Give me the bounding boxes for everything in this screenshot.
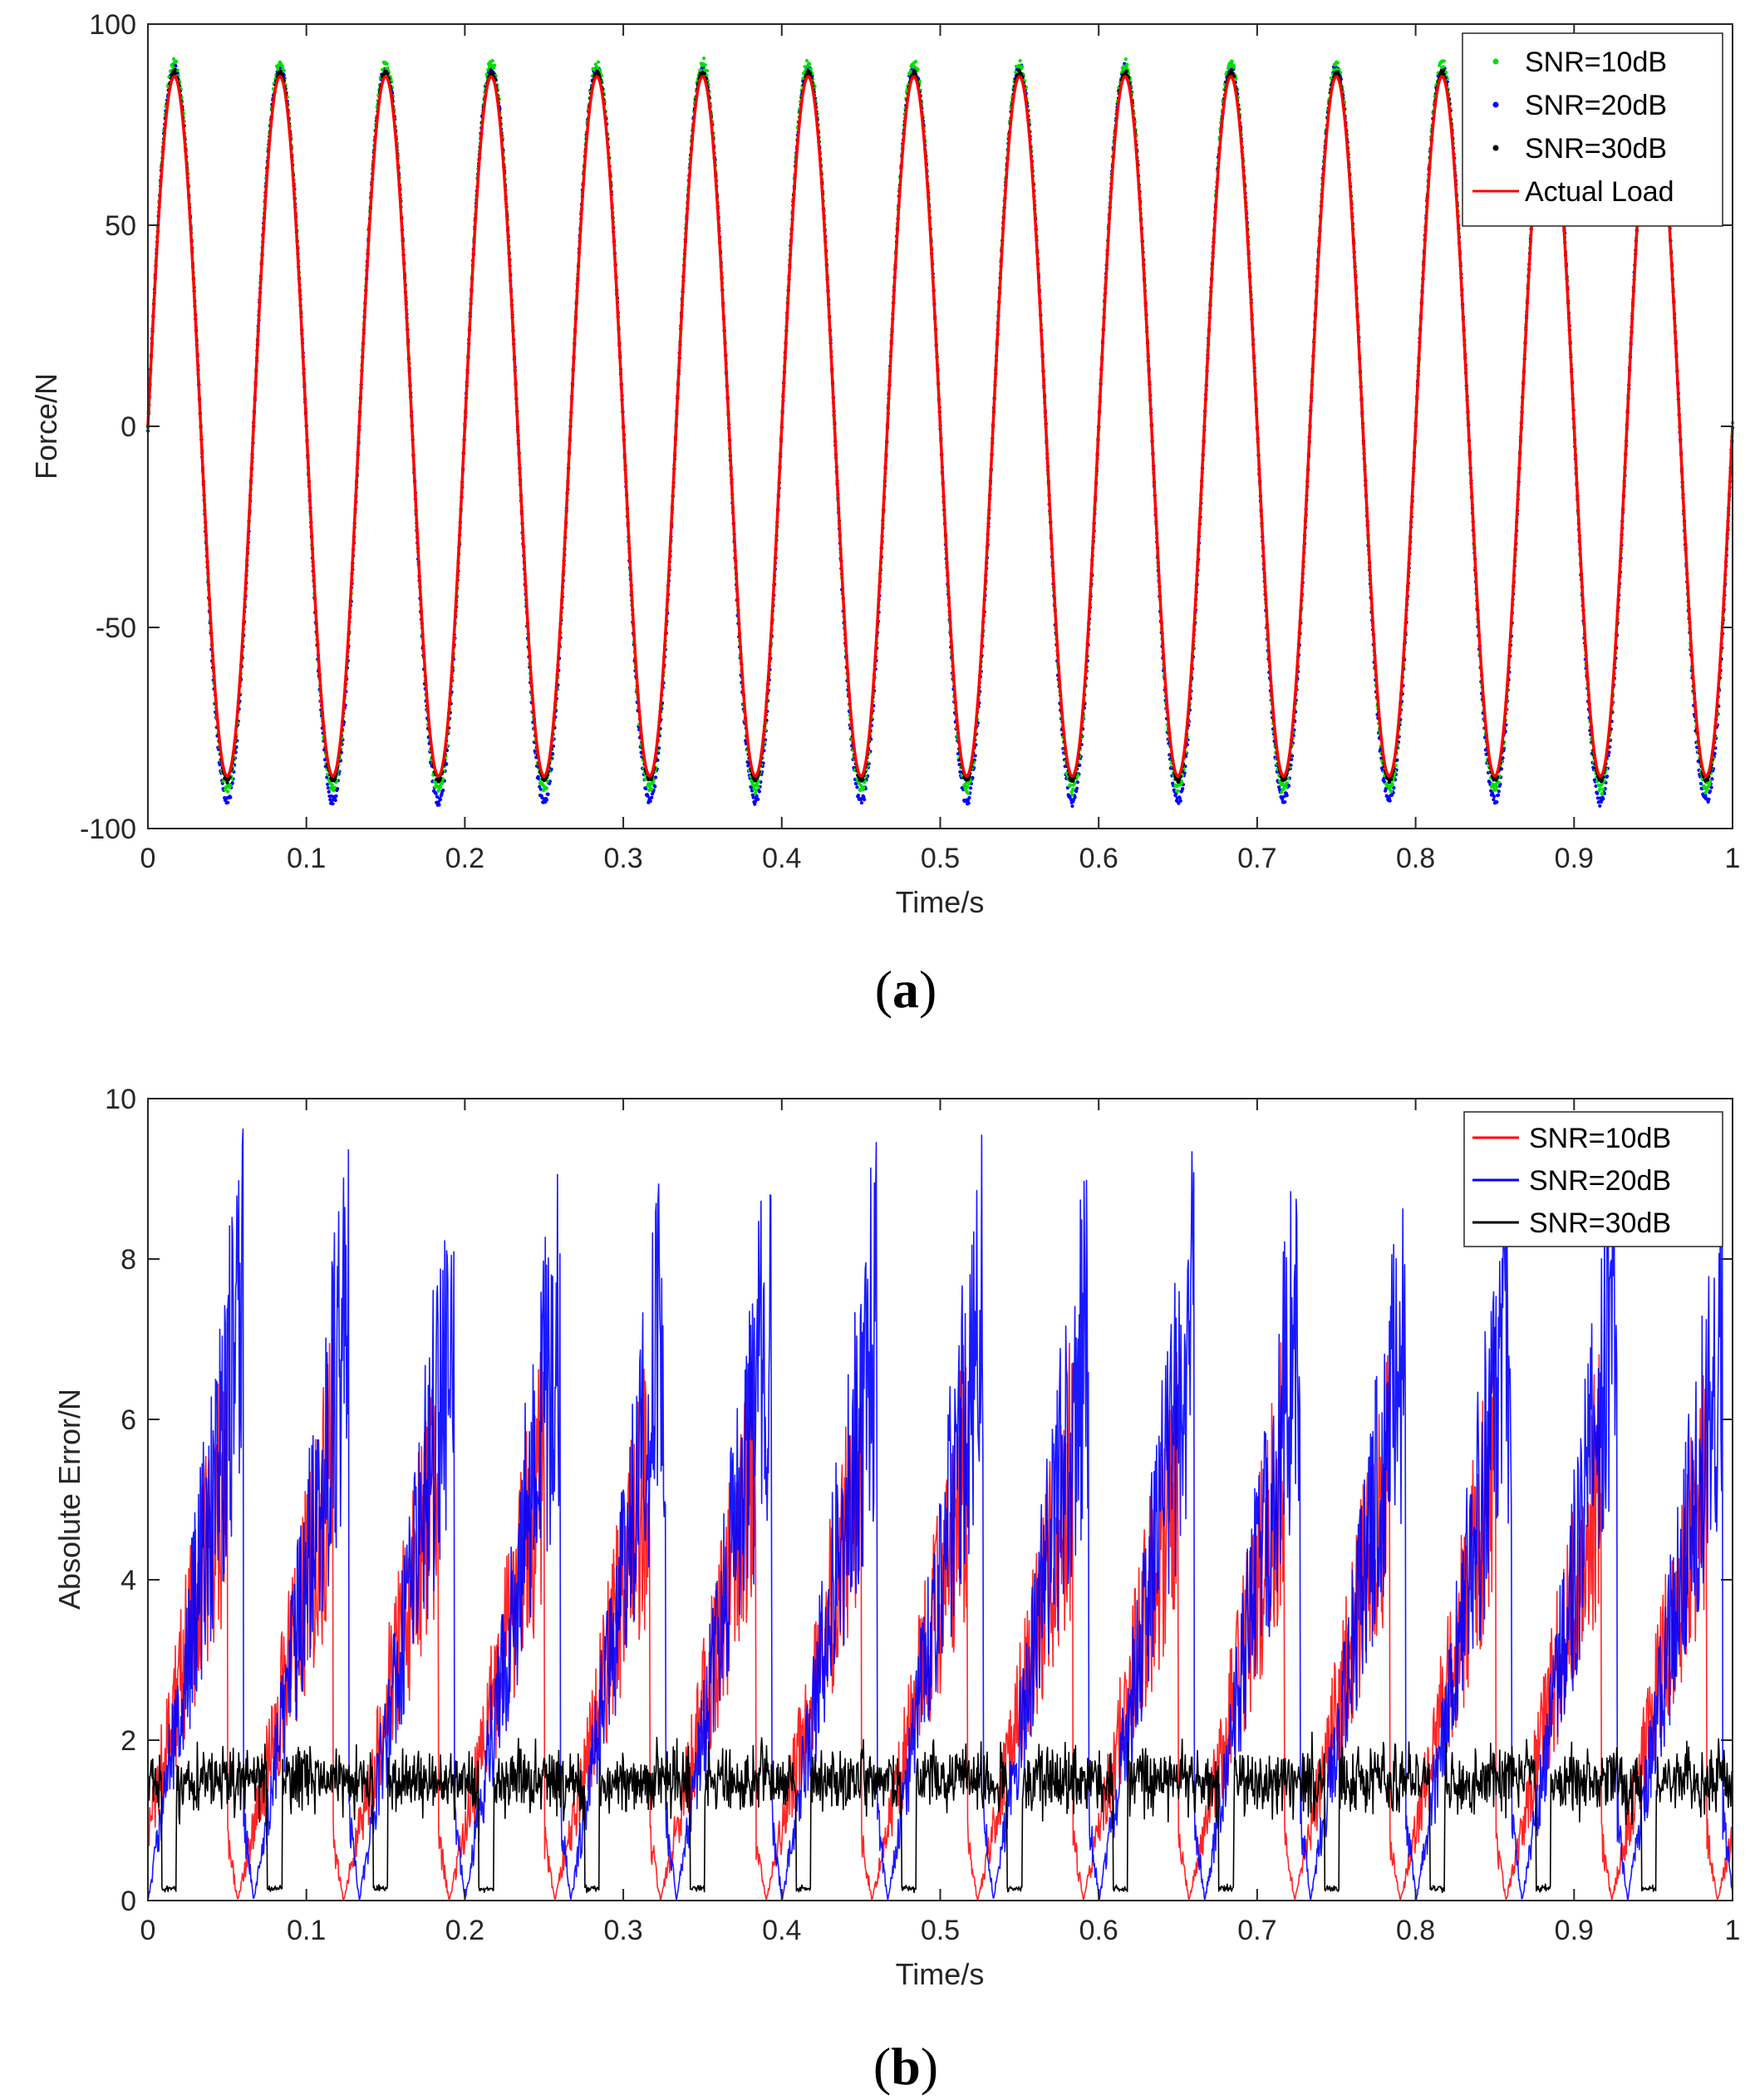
caption-b-close: ) <box>921 2037 938 2096</box>
force-legend-entry: SNR=10dB <box>1492 47 1667 78</box>
caption-a: (a) <box>875 960 937 1019</box>
error-y-tick-label: 4 <box>120 1565 136 1596</box>
caption-b: (b) <box>873 2037 938 2096</box>
force-x-tick-labels: 0 0.1 0.2 0.3 0.4 0.5 0.6 0.7 0.8 0.9 1 <box>140 843 1741 874</box>
force-x-tick-label: 0 <box>140 843 156 874</box>
caption-a-open: ( <box>875 960 892 1019</box>
force-y-tick-label: -100 <box>80 814 136 845</box>
chart-force: 0 0.1 0.2 0.3 0.4 0.5 0.6 0.7 0.8 0.9 1 … <box>29 9 1740 1019</box>
error-series-snr-20db <box>147 1128 1733 1901</box>
error-x-tick-label: 0.6 <box>1079 1915 1118 1946</box>
error-legend-label: SNR=10dB <box>1529 1123 1671 1154</box>
caption-b-open: ( <box>873 2037 891 2096</box>
force-legend-box <box>1462 32 1723 227</box>
error-legend: SNR=10dB SNR=20dB SNR=30dB <box>1463 1111 1723 1247</box>
force-x-tick-label: 0.2 <box>445 843 484 874</box>
force-y-tick-label: -50 <box>96 612 136 644</box>
force-x-axis-label: Time/s <box>896 885 985 919</box>
force-legend-label: Actual Load <box>1525 176 1674 208</box>
error-y-tick-label: 6 <box>120 1404 136 1436</box>
force-legend-label: SNR=20dB <box>1525 90 1667 121</box>
legend-marker-snr30-dot <box>1492 145 1499 151</box>
error-x-tick-label: 0.5 <box>921 1915 960 1946</box>
error-y-tick-label: 8 <box>120 1244 136 1276</box>
legend-marker-snr10-dot <box>1492 58 1499 65</box>
force-legend: SNR=10dB SNR=20dB SNR=30dB Actual Load <box>1462 32 1723 227</box>
force-axis-ticks <box>147 23 1733 829</box>
error-legend-entry: SNR=10dB <box>1472 1123 1671 1154</box>
force-y-tick-label: 0 <box>120 411 136 443</box>
force-series-actual-load <box>146 75 1734 778</box>
error-x-tick-label: 1 <box>1725 1915 1741 1946</box>
error-series-group <box>147 1128 1733 1901</box>
force-legend-entry: SNR=30dB <box>1492 133 1667 165</box>
force-x-tick-label: 0.4 <box>762 843 801 874</box>
error-y-tick-label: 10 <box>105 1084 136 1115</box>
error-x-tick-label: 0.4 <box>762 1915 801 1946</box>
error-x-tick-label: 0.2 <box>445 1915 484 1946</box>
force-x-tick-label: 0.7 <box>1237 843 1276 874</box>
force-legend-entry: SNR=20dB <box>1492 90 1667 121</box>
error-legend-label: SNR=30dB <box>1529 1207 1671 1239</box>
error-x-tick-label: 0.8 <box>1396 1915 1435 1946</box>
error-legend-label: SNR=20dB <box>1529 1165 1671 1197</box>
caption-b-letter: b <box>891 2037 921 2096</box>
error-x-tick-label: 0.7 <box>1237 1915 1276 1946</box>
error-y-axis-label: Absolute Error/N <box>52 1389 86 1610</box>
error-x-tick-label: 0 <box>140 1915 156 1946</box>
chart-absolute-error: 0 0.1 0.2 0.3 0.4 0.5 0.6 0.7 0.8 0.9 1 … <box>52 1084 1740 2096</box>
force-x-tick-label: 1 <box>1725 843 1741 874</box>
force-legend-label: SNR=10dB <box>1525 47 1667 78</box>
caption-a-letter: a <box>892 960 919 1019</box>
force-x-tick-label: 0.8 <box>1396 843 1435 874</box>
force-x-tick-label: 0.3 <box>603 843 642 874</box>
error-axis-ticks <box>147 1098 1733 1901</box>
legend-marker-snr20-dot <box>1492 101 1499 108</box>
error-x-axis-label: Time/s <box>896 1957 985 1991</box>
force-y-tick-labels: -100 -50 0 50 100 <box>80 9 136 845</box>
error-legend-entry: SNR=20dB <box>1472 1165 1671 1197</box>
caption-a-close: ) <box>919 960 936 1019</box>
force-y-tick-label: 50 <box>105 210 136 242</box>
error-x-tick-label: 0.9 <box>1555 1915 1594 1946</box>
force-y-axis-label: Force/N <box>29 373 63 480</box>
force-legend-label: SNR=30dB <box>1525 133 1667 165</box>
force-series-group <box>145 57 1735 809</box>
error-x-tick-label: 0.3 <box>603 1915 642 1946</box>
error-x-tick-labels: 0 0.1 0.2 0.3 0.4 0.5 0.6 0.7 0.8 0.9 1 <box>140 1915 1741 1946</box>
force-x-tick-label: 0.1 <box>287 843 326 874</box>
error-legend-entry: SNR=30dB <box>1472 1207 1671 1239</box>
force-legend-entry: Actual Load <box>1472 176 1674 208</box>
error-series-snr-30db <box>147 1731 1733 1894</box>
error-y-tick-label: 0 <box>120 1886 136 1917</box>
error-x-tick-label: 0.1 <box>287 1915 326 1946</box>
error-y-tick-labels: 0 2 4 6 8 10 <box>105 1084 136 1917</box>
force-x-tick-label: 0.9 <box>1555 843 1594 874</box>
force-x-tick-label: 0.5 <box>921 843 960 874</box>
force-y-tick-label: 100 <box>89 9 136 41</box>
force-x-tick-label: 0.6 <box>1079 843 1118 874</box>
error-y-tick-label: 2 <box>120 1725 136 1757</box>
